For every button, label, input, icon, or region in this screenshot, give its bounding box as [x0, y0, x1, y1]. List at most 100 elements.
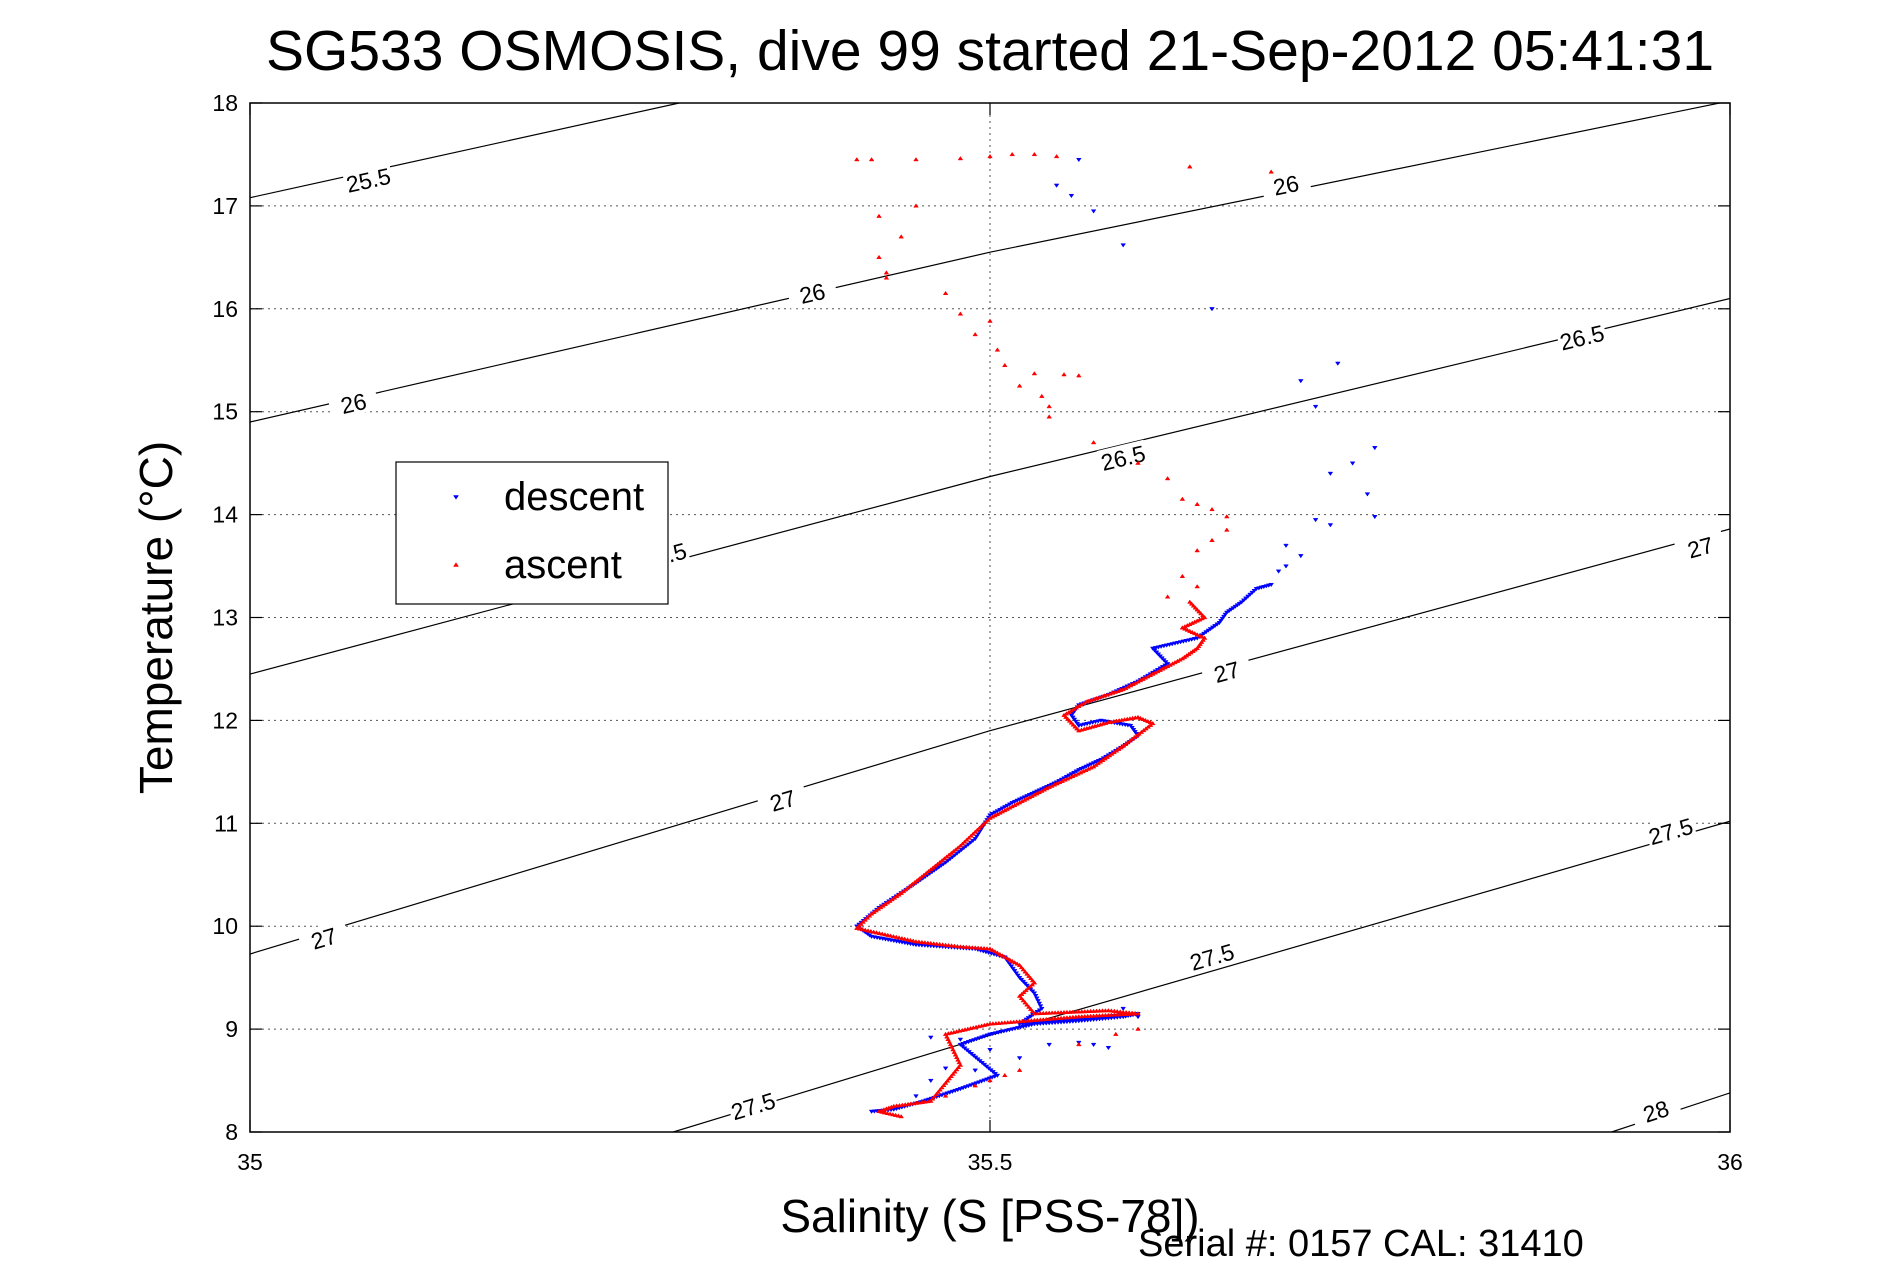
descent-point [1349, 461, 1356, 466]
descent-point [1021, 795, 1028, 800]
contour-label: 26 [338, 388, 369, 419]
ascent-point [913, 203, 919, 208]
serial-calibration-text: Serial #: 0157 CAL: 31410 [1138, 1223, 1584, 1262]
ascent-point [961, 839, 968, 844]
descent-point [1177, 640, 1184, 645]
descent-point [1003, 1028, 1010, 1033]
legend-label-ascent: ascent [504, 543, 622, 587]
descent-point [1006, 802, 1013, 807]
ascent-point [1105, 719, 1112, 725]
ascent-point [1090, 440, 1097, 445]
descent-point [970, 1053, 977, 1058]
descent-point [1298, 379, 1304, 384]
descent-point [1327, 523, 1334, 528]
ascent-point [1024, 1002, 1030, 1007]
ascent-point [1164, 476, 1171, 481]
ascent-point [1046, 414, 1052, 419]
descent-point [972, 1055, 979, 1060]
ascent-point [1094, 722, 1101, 728]
descent-point [1014, 798, 1020, 803]
ascent-point [953, 1067, 960, 1072]
descent-point [1024, 794, 1030, 799]
descent-point [995, 1030, 1002, 1035]
ascent-point [994, 347, 1001, 352]
descent-point [928, 1035, 934, 1040]
y-tick-label: 18 [212, 90, 238, 116]
ascent-point [1061, 372, 1067, 377]
ascent-point [1102, 720, 1109, 725]
contour-line-26-5 [250, 297, 1730, 675]
descent-point [947, 1090, 953, 1095]
descent-point [1083, 764, 1089, 769]
descent-point [1090, 209, 1097, 214]
descent-point [1163, 643, 1170, 648]
descent-point [981, 1034, 988, 1039]
ascent-point [1016, 1067, 1023, 1072]
legend: descent ascent [395, 461, 669, 605]
ascent-point [940, 1082, 947, 1087]
ascent-point [1224, 527, 1230, 532]
descent-point [891, 1107, 897, 1112]
descent-point [989, 812, 996, 817]
descent-point [1016, 797, 1023, 802]
ascent-point [1092, 723, 1098, 728]
ascent-point [1031, 151, 1038, 157]
ascent-point [946, 1039, 953, 1044]
descent-point [1068, 193, 1075, 199]
descent-point [1076, 768, 1082, 773]
ascent-point [950, 1047, 956, 1052]
y-axis-label: Temperature (°C) [130, 441, 182, 794]
descent-point [1090, 761, 1097, 766]
contour-label-bg [726, 1086, 780, 1124]
ascent-point [956, 1060, 962, 1065]
descent-point [972, 1068, 978, 1073]
descent-point [960, 1086, 966, 1091]
descent-point [1073, 769, 1080, 774]
descent-point [1183, 639, 1189, 644]
descent-point [1105, 1045, 1112, 1051]
descent-point [984, 1033, 991, 1038]
contour-line-26 [250, 103, 1723, 423]
ascent-point [913, 157, 919, 162]
ascent-point [883, 270, 890, 275]
ascent-point [944, 1034, 950, 1039]
descent-point [1006, 1028, 1013, 1033]
ascent-point [951, 1049, 958, 1054]
ascent-point [937, 1087, 943, 1092]
descent-point [1169, 642, 1175, 647]
ascent-point [1029, 1008, 1036, 1014]
descent-point [981, 1078, 987, 1083]
ascent-point [898, 234, 904, 239]
descent-point [1268, 582, 1274, 588]
descent-point [1011, 799, 1018, 805]
descent-point [987, 1048, 993, 1053]
descent-point [968, 1039, 974, 1044]
descent-point [965, 1084, 972, 1089]
descent-point [1364, 492, 1371, 497]
descent-point [1135, 1015, 1141, 1020]
descent-point [963, 1041, 969, 1046]
descent-point [981, 1062, 988, 1068]
descent-point [1004, 803, 1011, 808]
y-tick-label: 11 [214, 810, 238, 836]
descent-point [1175, 640, 1181, 646]
ascent-point [1200, 637, 1206, 642]
ascent-point [972, 1083, 978, 1088]
descent-point [1120, 243, 1126, 248]
y-tick-label: 17 [212, 193, 238, 219]
descent-point [1205, 628, 1212, 633]
descent-point [961, 1046, 968, 1051]
ascent-point [1031, 980, 1038, 985]
descent-point [1161, 644, 1167, 649]
descent-point [1201, 631, 1207, 636]
ascent-point [1002, 362, 1008, 368]
ascent-point [1197, 641, 1203, 646]
ascent-point [985, 817, 991, 822]
descent-point [954, 1088, 961, 1093]
ascent-point [972, 829, 978, 834]
descent-point [1093, 760, 1099, 765]
descent-point [952, 1088, 958, 1094]
ascent-point [1089, 724, 1096, 729]
descent-point [949, 1089, 956, 1094]
descent-point [987, 1032, 993, 1037]
